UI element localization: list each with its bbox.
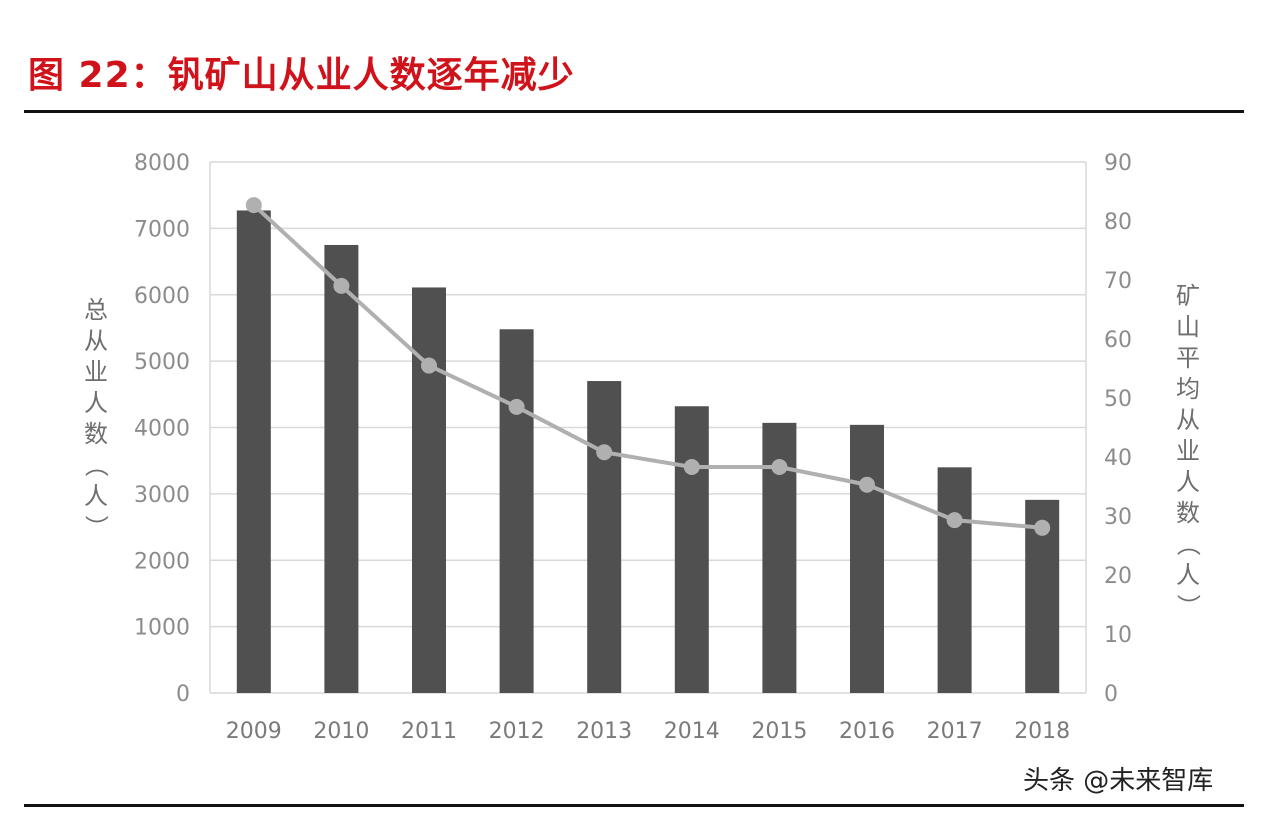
svg-text:业: 业 — [1176, 437, 1200, 465]
right-tick-label: 10 — [1104, 623, 1132, 648]
line-point-2009 — [245, 197, 262, 214]
svg-text:人: 人 — [84, 482, 108, 510]
svg-text:）: ） — [82, 515, 110, 539]
bar-2014 — [674, 406, 709, 693]
line-point-2016 — [859, 476, 875, 493]
line-point-2012 — [508, 398, 525, 415]
line-point-2010 — [333, 277, 350, 294]
svg-text:人: 人 — [1176, 468, 1200, 496]
svg-text:）: ） — [1174, 594, 1202, 618]
x-tick-label: 2015 — [751, 719, 807, 744]
x-tick-label: 2014 — [664, 719, 720, 744]
x-tick-label: 2018 — [1014, 719, 1070, 744]
line-point-2014 — [683, 459, 700, 476]
svg-text:（: （ — [1174, 532, 1202, 556]
right-tick-label: 0 — [1104, 682, 1118, 707]
bar-2017 — [937, 467, 972, 693]
x-tick-label: 2010 — [313, 719, 369, 744]
line-point-2011 — [421, 357, 437, 374]
line-point-2013 — [596, 444, 613, 461]
x-tick-label: 2011 — [401, 719, 457, 744]
right-tick-label: 40 — [1104, 446, 1132, 471]
bar-2011 — [412, 287, 446, 693]
line-point-2017 — [946, 512, 963, 529]
svg-text:均: 均 — [1176, 375, 1200, 403]
bar-2009 — [236, 210, 271, 694]
left-tick-label: 8000 — [134, 151, 190, 176]
x-tick-label: 2016 — [839, 719, 895, 744]
right-tick-label: 60 — [1104, 328, 1132, 353]
svg-text:从: 从 — [1176, 406, 1200, 434]
svg-text:数: 数 — [1176, 499, 1200, 527]
svg-text:从: 从 — [84, 327, 108, 355]
left-tick-label: 5000 — [134, 350, 190, 375]
line-point-2018 — [1034, 519, 1051, 536]
bottom-divider — [24, 804, 1244, 807]
bar-series — [236, 210, 1060, 694]
x-axis-ticks: 2009 2010 2011 2012 2013 2014 2015 2016 2017 2018 — [226, 719, 1070, 744]
bar-2013 — [587, 381, 622, 693]
svg-text:（: （ — [82, 453, 110, 477]
right-axis-ticks: 0 10 20 30 40 50 60 70 80 90 — [1104, 151, 1132, 707]
svg-text:人: 人 — [84, 389, 108, 417]
left-tick-label: 7000 — [134, 217, 190, 242]
bar-2016 — [850, 424, 884, 693]
svg-text:业: 业 — [84, 358, 108, 386]
x-tick-label: 2009 — [226, 719, 282, 744]
right-tick-label: 30 — [1104, 505, 1132, 530]
right-tick-label: 70 — [1104, 269, 1132, 294]
right-tick-label: 80 — [1104, 210, 1132, 235]
bar-2010 — [324, 244, 359, 693]
figure-title: 图 22：钒矿山从业人数逐年减少 — [28, 55, 575, 96]
average-line — [252, 203, 1043, 530]
left-tick-label: 6000 — [134, 284, 190, 309]
right-tick-label: 20 — [1104, 564, 1132, 589]
left-tick-label: 2000 — [134, 549, 190, 574]
right-tick-label: 90 — [1104, 151, 1132, 176]
left-tick-label: 4000 — [134, 417, 190, 442]
bar-2012 — [499, 329, 534, 693]
line-point-2015 — [771, 459, 788, 476]
chart: 0 1000 2000 3000 4000 5000 6000 7000 8000 0 10 20 3… — [82, 151, 1202, 744]
svg-text:总: 总 — [84, 296, 108, 324]
left-tick-label: 0 — [176, 682, 190, 707]
x-tick-label: 2017 — [927, 719, 983, 744]
watermark: 头条 @未来智库 — [1023, 766, 1214, 796]
left-tick-label: 1000 — [134, 616, 190, 641]
svg-text:数: 数 — [84, 420, 108, 448]
top-divider — [24, 110, 1244, 113]
svg-text:平: 平 — [1176, 344, 1200, 372]
line-series — [245, 197, 1051, 536]
left-tick-label: 3000 — [134, 483, 190, 508]
left-axis-ticks: 0 1000 2000 3000 4000 5000 6000 7000 8000 — [134, 151, 190, 707]
svg-text:人: 人 — [1176, 561, 1200, 589]
right-tick-label: 50 — [1104, 387, 1132, 412]
x-tick-label: 2012 — [489, 719, 545, 744]
svg-text:山: 山 — [1176, 313, 1200, 341]
x-tick-label: 2013 — [576, 719, 632, 744]
svg-text:矿: 矿 — [1176, 282, 1200, 310]
